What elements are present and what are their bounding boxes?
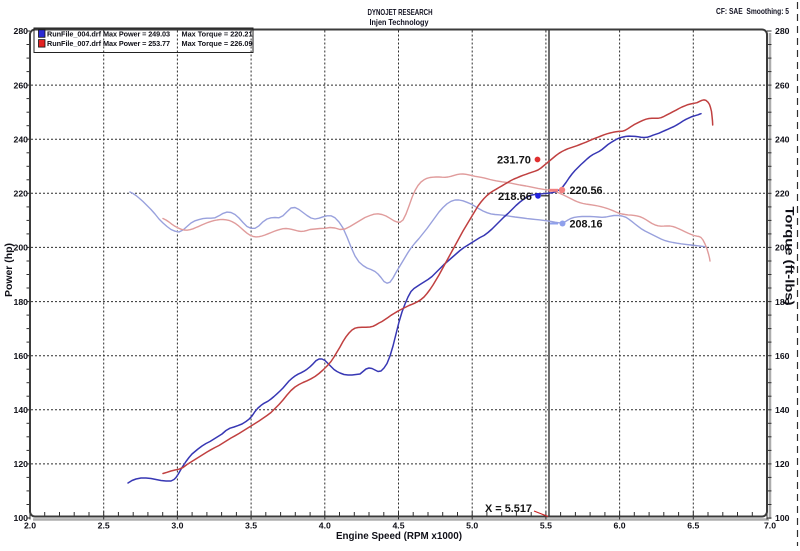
svg-text:RunFile_004.drf: RunFile_004.drf — [47, 29, 102, 38]
svg-text:120: 120 — [775, 459, 790, 469]
svg-text:280: 280 — [14, 26, 29, 36]
svg-text:4.5: 4.5 — [392, 521, 404, 531]
svg-text:260: 260 — [14, 80, 29, 90]
svg-text:2.0: 2.0 — [24, 521, 36, 531]
svg-text:3.5: 3.5 — [245, 521, 257, 531]
svg-text:120: 120 — [14, 459, 29, 469]
svg-text:Engine Speed (RPM x1000): Engine Speed (RPM x1000) — [336, 531, 462, 542]
svg-text:Max Power = 253.77: Max Power = 253.77 — [103, 39, 170, 48]
svg-text:180: 180 — [775, 297, 790, 307]
svg-text:160: 160 — [775, 351, 790, 361]
svg-text:200: 200 — [14, 243, 29, 253]
svg-text:Max Torque = 220.21: Max Torque = 220.21 — [182, 29, 253, 38]
svg-text:220.56: 220.56 — [570, 185, 603, 197]
svg-text:180: 180 — [14, 297, 29, 307]
svg-text:231.70: 231.70 — [497, 155, 531, 167]
svg-text:X = 5.517: X = 5.517 — [485, 503, 532, 515]
svg-text:6.5: 6.5 — [687, 521, 699, 531]
svg-text:5.0: 5.0 — [466, 521, 478, 531]
svg-text:2.5: 2.5 — [98, 521, 110, 531]
svg-text:208.16: 208.16 — [570, 219, 603, 231]
svg-text:160: 160 — [14, 351, 29, 361]
svg-text:260: 260 — [775, 80, 790, 90]
svg-text:5.5: 5.5 — [540, 521, 552, 531]
svg-text:200: 200 — [775, 243, 790, 253]
svg-text:140: 140 — [775, 405, 790, 415]
svg-text:218.66: 218.66 — [498, 191, 532, 203]
svg-text:240: 240 — [775, 134, 790, 144]
svg-text:7.0: 7.0 — [764, 521, 776, 531]
svg-text:Torque (ft-lbs): Torque (ft-lbs) — [783, 207, 797, 306]
svg-text:240: 240 — [14, 134, 29, 144]
svg-text:4.0: 4.0 — [319, 521, 331, 531]
svg-text:Max Torque = 226.09: Max Torque = 226.09 — [182, 39, 253, 48]
svg-text:220: 220 — [775, 189, 790, 199]
svg-text:3.0: 3.0 — [171, 521, 183, 531]
svg-text:100: 100 — [14, 513, 29, 523]
svg-text:220: 220 — [14, 189, 29, 199]
svg-text:DYNOJET RESEARCH: DYNOJET RESEARCH — [368, 8, 433, 17]
svg-text:Power (hp): Power (hp) — [3, 243, 15, 297]
svg-text:100: 100 — [775, 513, 790, 523]
svg-text:6.0: 6.0 — [614, 521, 626, 531]
svg-text:Max Power = 249.03: Max Power = 249.03 — [103, 29, 170, 38]
svg-text:280: 280 — [775, 26, 790, 36]
svg-text:140: 140 — [14, 405, 29, 415]
svg-text:Injen Technology: Injen Technology — [370, 18, 429, 27]
svg-text:CF: SAE Smoothing: 5: CF: SAE Smoothing: 5 — [716, 7, 789, 16]
svg-text:RunFile_007.drf: RunFile_007.drf — [47, 39, 102, 48]
